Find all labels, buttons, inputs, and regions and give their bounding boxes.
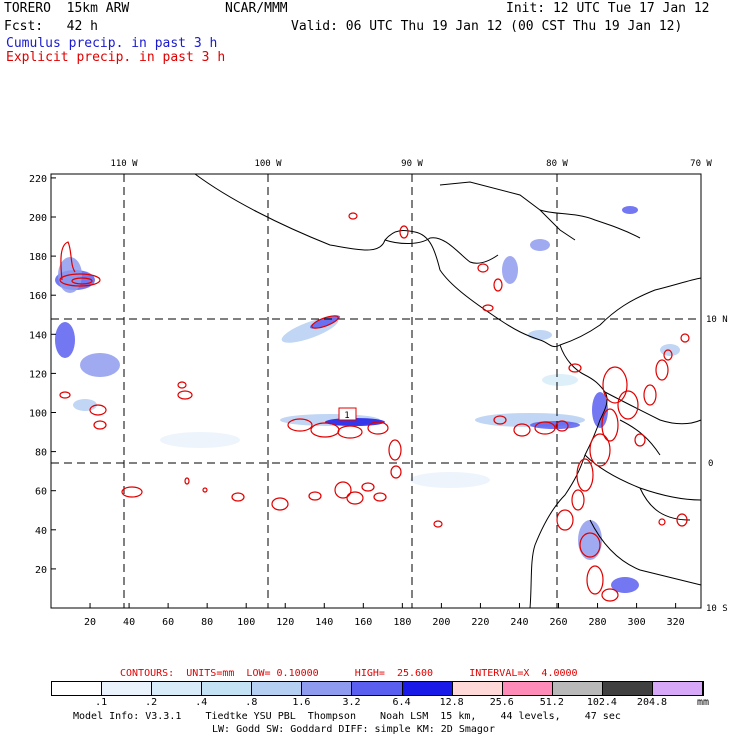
- y-tick-label: 40: [35, 526, 47, 537]
- y-tick-label: 160: [29, 291, 47, 302]
- colorbar-label: 204.8: [636, 697, 668, 708]
- y-tick-label: 180: [29, 252, 47, 263]
- colorbar: [51, 681, 704, 696]
- x-tick-label: 160: [354, 617, 372, 628]
- colorbar-swatch: [302, 682, 353, 695]
- colorbar-swatch: [602, 682, 653, 695]
- colorbar-swatch: [502, 682, 553, 695]
- y-tick-label: 220: [29, 174, 47, 185]
- y-tick-label: 140: [29, 330, 47, 341]
- colorbar-label: 6.4: [392, 697, 411, 708]
- organization: NCAR/MMM: [225, 1, 288, 16]
- colorbar-swatch: [652, 682, 704, 695]
- x-tick-label: 220: [471, 617, 489, 628]
- colorbar-swatch: [102, 682, 153, 695]
- x-tick-label: 240: [510, 617, 528, 628]
- x-tick-label: 180: [393, 617, 411, 628]
- colorbar-swatch: [452, 682, 503, 695]
- forecast-hour: Fcst: 42 h: [4, 19, 98, 34]
- colorbar-label: .1: [95, 697, 108, 708]
- x-tick-label: 20: [84, 617, 96, 628]
- field-cumulus-label: Cumulus precip. in past 3 h: [6, 36, 218, 51]
- y-axis-ticks: 20 40 60 80 100 120 140 160 180 200 220: [29, 174, 56, 576]
- x-tick-label: 260: [549, 617, 567, 628]
- valid-time: Valid: 06 UTC Thu 19 Jan 12 (00 CST Thu …: [291, 19, 683, 34]
- y-tick-label: 60: [35, 487, 47, 498]
- y-tick-label: 20: [35, 565, 47, 576]
- colorbar-label: 25.6: [489, 697, 514, 708]
- lat-labels: 10 N 0 10 S: [706, 315, 728, 614]
- colorbar-label: .4: [195, 697, 208, 708]
- lon-label: 90 W: [401, 159, 423, 169]
- colorbar-label: 102.4: [586, 697, 617, 708]
- x-tick-label: 320: [667, 617, 685, 628]
- lat-label: 10 S: [706, 604, 728, 614]
- lon-labels: 110 W 100 W 90 W 80 W 70 W: [110, 159, 712, 169]
- x-tick-label: 120: [276, 617, 294, 628]
- lon-label: 110 W: [110, 159, 138, 169]
- x-axis-ticks: 20 40 60 80 100 120 140 160 180 200 220 240 260 280 30…: [84, 603, 685, 628]
- colorbar-unit: mm: [697, 697, 710, 708]
- y-tick-label: 80: [35, 448, 47, 459]
- x-tick-label: 140: [315, 617, 333, 628]
- colorbar-swatch: [552, 682, 603, 695]
- x-tick-label: 200: [432, 617, 450, 628]
- colorbar-swatch: [202, 682, 253, 695]
- contour-label: 1: [344, 411, 349, 421]
- x-tick-label: 280: [589, 617, 607, 628]
- x-tick-label: 300: [628, 617, 646, 628]
- colorbar-label: 12.8: [439, 697, 464, 708]
- colorbar-label: .8: [245, 697, 258, 708]
- latlon-grid: [51, 174, 701, 608]
- colorbar-label: 3.2: [342, 697, 361, 708]
- colorbar-label: .2: [145, 697, 158, 708]
- x-tick-label: 40: [123, 617, 135, 628]
- lat-label: 10 N: [706, 315, 728, 325]
- init-time: Init: 12 UTC Tue 17 Jan 12: [506, 1, 710, 16]
- lon-label: 70 W: [690, 159, 712, 169]
- field-explicit-label: Explicit precip. in past 3 h: [6, 50, 226, 65]
- x-tick-label: 60: [162, 617, 174, 628]
- colorbar-swatch: [352, 682, 403, 695]
- lon-label: 100 W: [254, 159, 282, 169]
- model-title: TORERO 15km ARW: [4, 1, 130, 16]
- colorbar-swatch: [52, 682, 103, 695]
- explicit-precip-contours: [59, 212, 690, 602]
- y-tick-label: 120: [29, 369, 47, 380]
- lon-label: 80 W: [546, 159, 568, 169]
- colorbar-label: 51.2: [539, 697, 564, 708]
- lat-label: 0: [708, 459, 713, 469]
- y-tick-label: 100: [29, 409, 47, 420]
- x-tick-label: 80: [201, 617, 213, 628]
- model-info: Model Info: V3.3.1 Tiedtke YSU PBL Thomp…: [73, 711, 621, 722]
- colorbar-swatch: [402, 682, 453, 695]
- colorbar-swatch: [252, 682, 303, 695]
- y-tick-label: 200: [29, 213, 47, 224]
- colorbar-swatch: [152, 682, 203, 695]
- x-tick-label: 100: [237, 617, 255, 628]
- contour-label-box: [338, 407, 357, 421]
- colorbar-label: 1.6: [292, 697, 311, 708]
- contours-info: CONTOURS: UNITS=mm LOW= 0.10000 HIGH= 25…: [120, 668, 578, 679]
- physics-info: LW: Godd SW: Goddard DIFF: simple KM: 2D…: [212, 724, 495, 735]
